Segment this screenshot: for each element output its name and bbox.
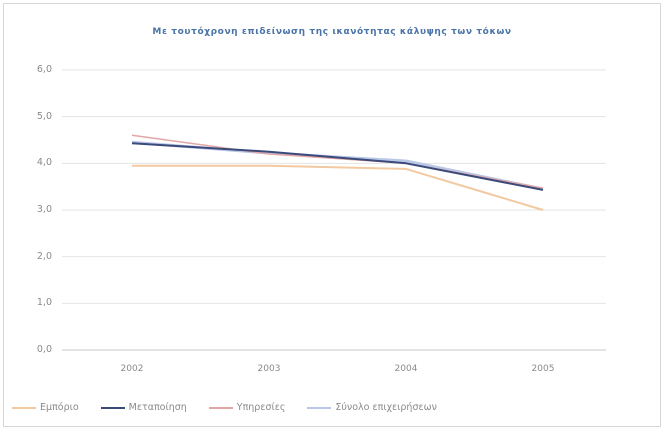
y-tick-label: 1,0 [36,297,52,309]
legend-label: Μεταποίηση [128,402,187,413]
y-tick-label: 6,0 [36,64,52,75]
y-tick-label: 0,0 [36,344,52,355]
legend-swatch [208,406,233,409]
y-tick-label: 3,0 [36,204,52,215]
legend: Εμπόριο Μεταποίηση Υπηρεσίες Σύνολο επιχειρ… [12,402,459,413]
x-tick-label: 2002 [120,364,144,374]
y-tick-label: 2,0 [36,250,52,262]
series-line-1 [132,164,544,211]
legend-item: Σύνολο επιχειρήσεων [307,402,437,413]
legend-label: Σύνολο επιχειρήσεων [335,402,437,413]
chart-title: Με τουτόχρονη επιδείνωση της ικανότητας … [152,27,512,37]
legend-swatch [307,406,332,409]
x-tick-label: 2005 [531,364,555,374]
legend-item: Υπηρεσίες [208,402,286,413]
legend-item: Μεταποίηση [100,402,187,413]
x-tick-label: 2003 [257,364,281,374]
chart-frame [3,3,661,427]
y-tick-label: 4,0 [36,157,52,169]
legend-item: Εμπόριο [12,402,79,413]
legend-swatch [12,406,36,409]
series-line-2 [131,142,544,191]
legend-swatch [100,406,125,409]
y-tick-label: 5,0 [36,110,52,122]
series-line-3 [131,134,544,189]
legend-label: Υπηρεσίες [236,402,286,413]
legend-label: Εμπόριο [40,402,79,413]
x-tick-label: 2004 [394,364,418,374]
